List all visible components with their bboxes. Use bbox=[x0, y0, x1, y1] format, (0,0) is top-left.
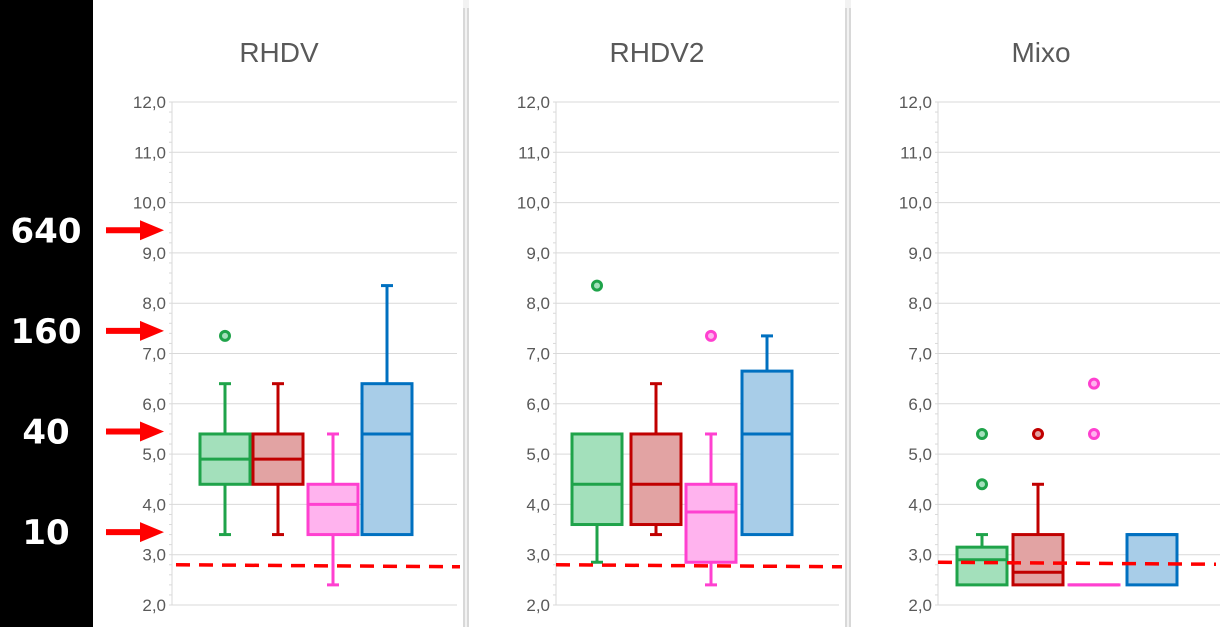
annotation-40: 40 bbox=[22, 412, 164, 452]
panel-title: RHDV2 bbox=[610, 37, 705, 68]
y-tick-label: 7,0 bbox=[142, 345, 166, 364]
outlier-point bbox=[219, 329, 231, 342]
annotation-label: 640 bbox=[11, 211, 82, 251]
box-iqr bbox=[360, 382, 414, 537]
annotation-640: 640 bbox=[11, 211, 164, 251]
y-tick-label: 9,0 bbox=[526, 244, 550, 263]
box-series-2 bbox=[251, 382, 305, 537]
figure-background bbox=[93, 0, 1226, 627]
chart-panel-2: RHDV2 2,0 3,0 4,0 5,0 6,0 7,0 8,0 9,0 10,0 11,0 12,… bbox=[463, 0, 843, 627]
threshold-line bbox=[175, 563, 461, 569]
y-tick-label: 5,0 bbox=[526, 445, 550, 464]
annotation-label: 160 bbox=[11, 312, 82, 352]
y-tick-label: 12,0 bbox=[133, 93, 166, 112]
box-series-4 bbox=[1125, 533, 1179, 587]
outlier-point bbox=[976, 478, 988, 491]
y-tick-label: 4,0 bbox=[142, 495, 166, 514]
box-series-4 bbox=[740, 334, 794, 537]
panel-title: Mixo bbox=[1011, 37, 1070, 68]
y-tick-label: 9,0 bbox=[142, 244, 166, 263]
annotation-arrow-head bbox=[140, 522, 164, 543]
annotation-160: 160 bbox=[11, 312, 164, 352]
y-tick-label: 10,0 bbox=[133, 194, 166, 213]
box-iqr bbox=[629, 432, 683, 527]
box-series-3 bbox=[684, 329, 738, 587]
y-tick-label: 6,0 bbox=[526, 395, 550, 414]
y-tick-label: 8,0 bbox=[142, 294, 166, 313]
box-iqr bbox=[1011, 533, 1065, 587]
y-tick-label: 5,0 bbox=[908, 445, 932, 464]
box-iqr bbox=[684, 482, 738, 564]
y-tick-label: 11,0 bbox=[900, 143, 932, 162]
box-series-4 bbox=[360, 284, 414, 537]
y-tick-label: 11,0 bbox=[134, 143, 166, 162]
box-iqr bbox=[570, 432, 624, 527]
chart-panel-1: RHDV 2,0 3,0 4,0 5,0 6,0 7,0 8,0 9,0 10,0 11,0 12,0 bbox=[133, 37, 461, 615]
annotation-arrow-head bbox=[140, 320, 164, 341]
y-tick-label: 3,0 bbox=[908, 546, 932, 565]
y-tick-label: 2,0 bbox=[526, 596, 550, 615]
box-series-3 bbox=[306, 432, 360, 587]
y-tick-label: 3,0 bbox=[142, 546, 166, 565]
chart-panel-3: Mixo 2,0 3,0 4,0 5,0 6,0 7,0 8,0 9,0 10,0 11,0 12,0 bbox=[845, 0, 1220, 627]
annotation-10: 10 bbox=[22, 513, 164, 553]
y-tick-label: 5,0 bbox=[142, 445, 166, 464]
box-series-3 bbox=[1067, 377, 1121, 587]
y-tick-label: 7,0 bbox=[526, 345, 550, 364]
outlier-point bbox=[976, 427, 988, 440]
box-series-2 bbox=[1011, 427, 1065, 587]
annotation-label: 10 bbox=[22, 513, 69, 553]
box-series-1 bbox=[570, 279, 624, 564]
box-series-1 bbox=[955, 427, 1009, 587]
y-tick-label: 9,0 bbox=[908, 244, 932, 263]
box-series-2 bbox=[629, 382, 683, 537]
y-tick-label: 6,0 bbox=[142, 395, 166, 414]
box-series-1 bbox=[198, 329, 252, 537]
annotation-label: 40 bbox=[22, 412, 69, 452]
panel-gap bbox=[463, 0, 469, 627]
y-tick-label: 10,0 bbox=[899, 194, 932, 213]
y-tick-label: 12,0 bbox=[517, 93, 550, 112]
outlier-point bbox=[1088, 377, 1100, 390]
y-tick-label: 8,0 bbox=[908, 294, 932, 313]
annotation-arrow-head bbox=[140, 220, 164, 241]
y-tick-label: 7,0 bbox=[908, 345, 932, 364]
outlier-point bbox=[1088, 427, 1100, 440]
y-tick-label: 4,0 bbox=[526, 495, 550, 514]
y-tick-label: 10,0 bbox=[517, 194, 550, 213]
threshold-line bbox=[937, 560, 1217, 566]
outlier-point bbox=[591, 279, 603, 292]
y-tick-label: 11,0 bbox=[518, 143, 550, 162]
box-iqr bbox=[955, 545, 1009, 587]
panel-title: RHDV bbox=[239, 37, 319, 68]
box-iqr bbox=[306, 482, 360, 537]
outlier-point bbox=[705, 329, 717, 342]
panel-gap bbox=[845, 0, 851, 627]
y-tick-label: 2,0 bbox=[908, 596, 932, 615]
y-tick-label: 3,0 bbox=[526, 546, 550, 565]
y-tick-label: 6,0 bbox=[908, 395, 932, 414]
threshold-line bbox=[555, 563, 843, 569]
y-tick-label: 4,0 bbox=[908, 495, 932, 514]
y-tick-label: 8,0 bbox=[526, 294, 550, 313]
box-iqr bbox=[1125, 533, 1179, 587]
y-tick-label: 12,0 bbox=[899, 93, 932, 112]
annotation-arrow-head bbox=[140, 421, 164, 442]
box-iqr bbox=[740, 369, 794, 537]
outlier-point bbox=[1032, 427, 1044, 440]
y-tick-label: 2,0 bbox=[142, 596, 166, 615]
